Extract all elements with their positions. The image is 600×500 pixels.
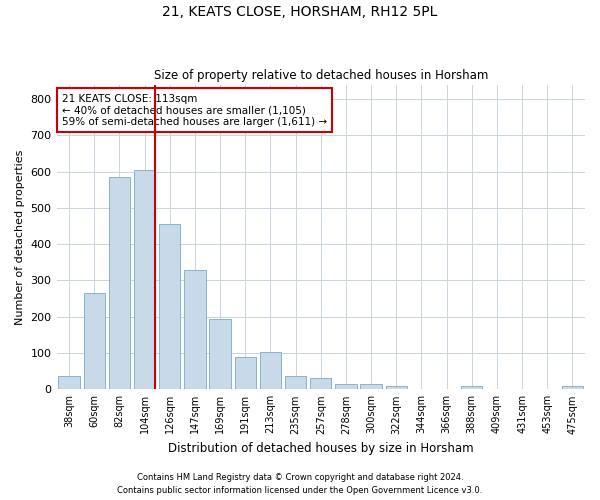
- Bar: [562, 386, 583, 390]
- Bar: [134, 170, 155, 390]
- Bar: [109, 177, 130, 390]
- Bar: [209, 318, 231, 390]
- Bar: [184, 270, 206, 390]
- Bar: [285, 376, 307, 390]
- Bar: [461, 386, 482, 390]
- Text: 21 KEATS CLOSE: 113sqm
← 40% of detached houses are smaller (1,105)
59% of semi-: 21 KEATS CLOSE: 113sqm ← 40% of detached…: [62, 94, 327, 127]
- Bar: [335, 384, 356, 390]
- Bar: [361, 384, 382, 390]
- Text: 21, KEATS CLOSE, HORSHAM, RH12 5PL: 21, KEATS CLOSE, HORSHAM, RH12 5PL: [163, 5, 437, 19]
- Bar: [235, 358, 256, 390]
- Bar: [159, 224, 181, 390]
- Bar: [83, 293, 105, 390]
- Y-axis label: Number of detached properties: Number of detached properties: [15, 149, 25, 324]
- Bar: [386, 386, 407, 390]
- X-axis label: Distribution of detached houses by size in Horsham: Distribution of detached houses by size …: [168, 442, 473, 455]
- Text: Contains HM Land Registry data © Crown copyright and database right 2024.
Contai: Contains HM Land Registry data © Crown c…: [118, 474, 482, 495]
- Bar: [58, 376, 80, 390]
- Title: Size of property relative to detached houses in Horsham: Size of property relative to detached ho…: [154, 69, 488, 82]
- Bar: [260, 352, 281, 390]
- Bar: [310, 378, 331, 390]
